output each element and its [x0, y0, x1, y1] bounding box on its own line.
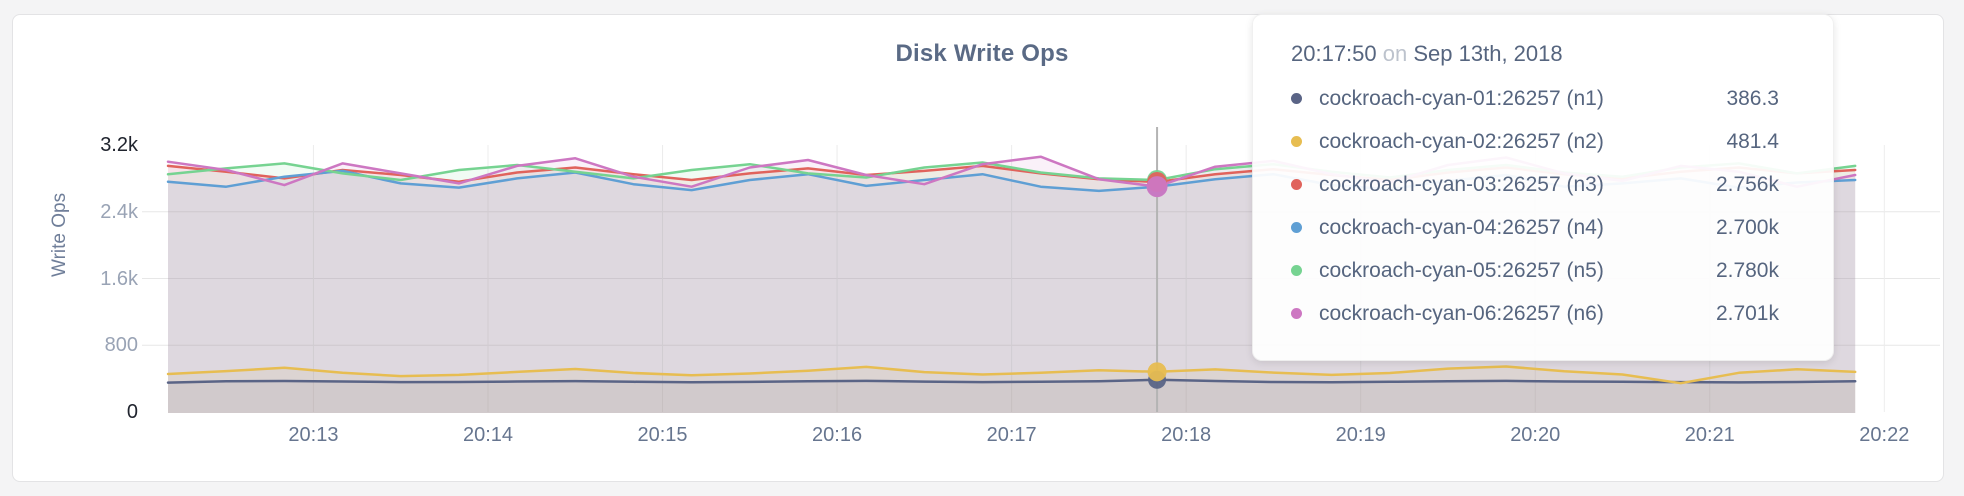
tooltip-series-name: cockroach-cyan-01:26257 (n1): [1319, 86, 1604, 110]
chart-title: Disk Write Ops: [895, 40, 1069, 67]
series-color-dot-icon: [1291, 136, 1302, 147]
tooltip-row: cockroach-cyan-05:26257 (n5) 2.780k: [1291, 249, 1779, 292]
x-tick-label: 20:16: [812, 424, 863, 446]
tooltip-series-value: 2.701k: [1715, 301, 1779, 325]
y-tick-label: 800: [104, 334, 138, 357]
series-color-dot-icon: [1291, 93, 1302, 104]
y-tick-label: 2.4k: [100, 200, 138, 223]
tooltip-row: cockroach-cyan-03:26257 (n3) 2.756k: [1291, 163, 1779, 206]
series-color-dot-icon: [1291, 308, 1302, 319]
x-tick-label: 20:15: [637, 424, 688, 446]
tooltip-series-name: cockroach-cyan-05:26257 (n5): [1319, 258, 1604, 282]
series-area: [168, 379, 1856, 413]
series-color-dot-icon: [1291, 222, 1302, 233]
tooltip-row: cockroach-cyan-02:26257 (n2) 481.4: [1291, 120, 1779, 163]
x-tick-label: 20:14: [462, 424, 514, 446]
series-color-dot-icon: [1291, 179, 1302, 190]
tooltip-date: Sep 13th, 2018: [1413, 41, 1563, 66]
tooltip-connector: on: [1382, 41, 1408, 66]
x-tick-label: 20:21: [1684, 424, 1735, 446]
tooltip-series-value: 386.3: [1726, 86, 1779, 110]
hover-point: [1146, 176, 1168, 198]
x-tick-label: 20:22: [1859, 424, 1910, 446]
tooltip-series-value: 2.700k: [1715, 215, 1779, 239]
tooltip-series-name: cockroach-cyan-06:26257 (n6): [1319, 301, 1604, 325]
x-tick-label: 20:19: [1335, 424, 1386, 446]
x-tick-label: 20:18: [1161, 424, 1212, 446]
y-tick-label: 0: [126, 401, 138, 423]
y-tick-label: 1.6k: [100, 267, 138, 290]
hover-tooltip: 20:17:50 on Sep 13th, 2018 cockroach-cya…: [1252, 14, 1834, 361]
series-color-dot-icon: [1291, 265, 1302, 276]
hover-point: [1147, 362, 1167, 382]
tooltip-row: cockroach-cyan-06:26257 (n6) 2.701k: [1291, 292, 1779, 335]
y-tick-label: 3.2k: [100, 134, 138, 156]
tooltip-series-value: 2.780k: [1715, 258, 1779, 282]
tooltip-series-list: cockroach-cyan-01:26257 (n1) 386.3 cockroa…: [1291, 77, 1779, 335]
tooltip-row: cockroach-cyan-04:26257 (n4) 2.700k: [1291, 206, 1779, 249]
x-tick-label: 20:13: [288, 424, 339, 446]
tooltip-series-name: cockroach-cyan-02:26257 (n2): [1319, 129, 1604, 153]
tooltip-series-value: 481.4: [1726, 129, 1779, 153]
series-area: [168, 366, 1856, 413]
tooltip-series-value: 2.756k: [1715, 172, 1779, 196]
tooltip-timestamp: 20:17:50 on Sep 13th, 2018: [1291, 41, 1779, 67]
series-line: [166, 378, 1857, 384]
tooltip-series-name: cockroach-cyan-03:26257 (n3): [1319, 172, 1604, 196]
tooltip-series-name: cockroach-cyan-04:26257 (n4): [1319, 215, 1604, 239]
tooltip-time: 20:17:50: [1291, 41, 1377, 66]
tooltip-row: cockroach-cyan-01:26257 (n1) 386.3: [1291, 77, 1779, 120]
x-tick-label: 20:20: [1510, 424, 1561, 446]
series-line: [166, 365, 1857, 385]
x-tick-label: 20:17: [986, 424, 1037, 446]
